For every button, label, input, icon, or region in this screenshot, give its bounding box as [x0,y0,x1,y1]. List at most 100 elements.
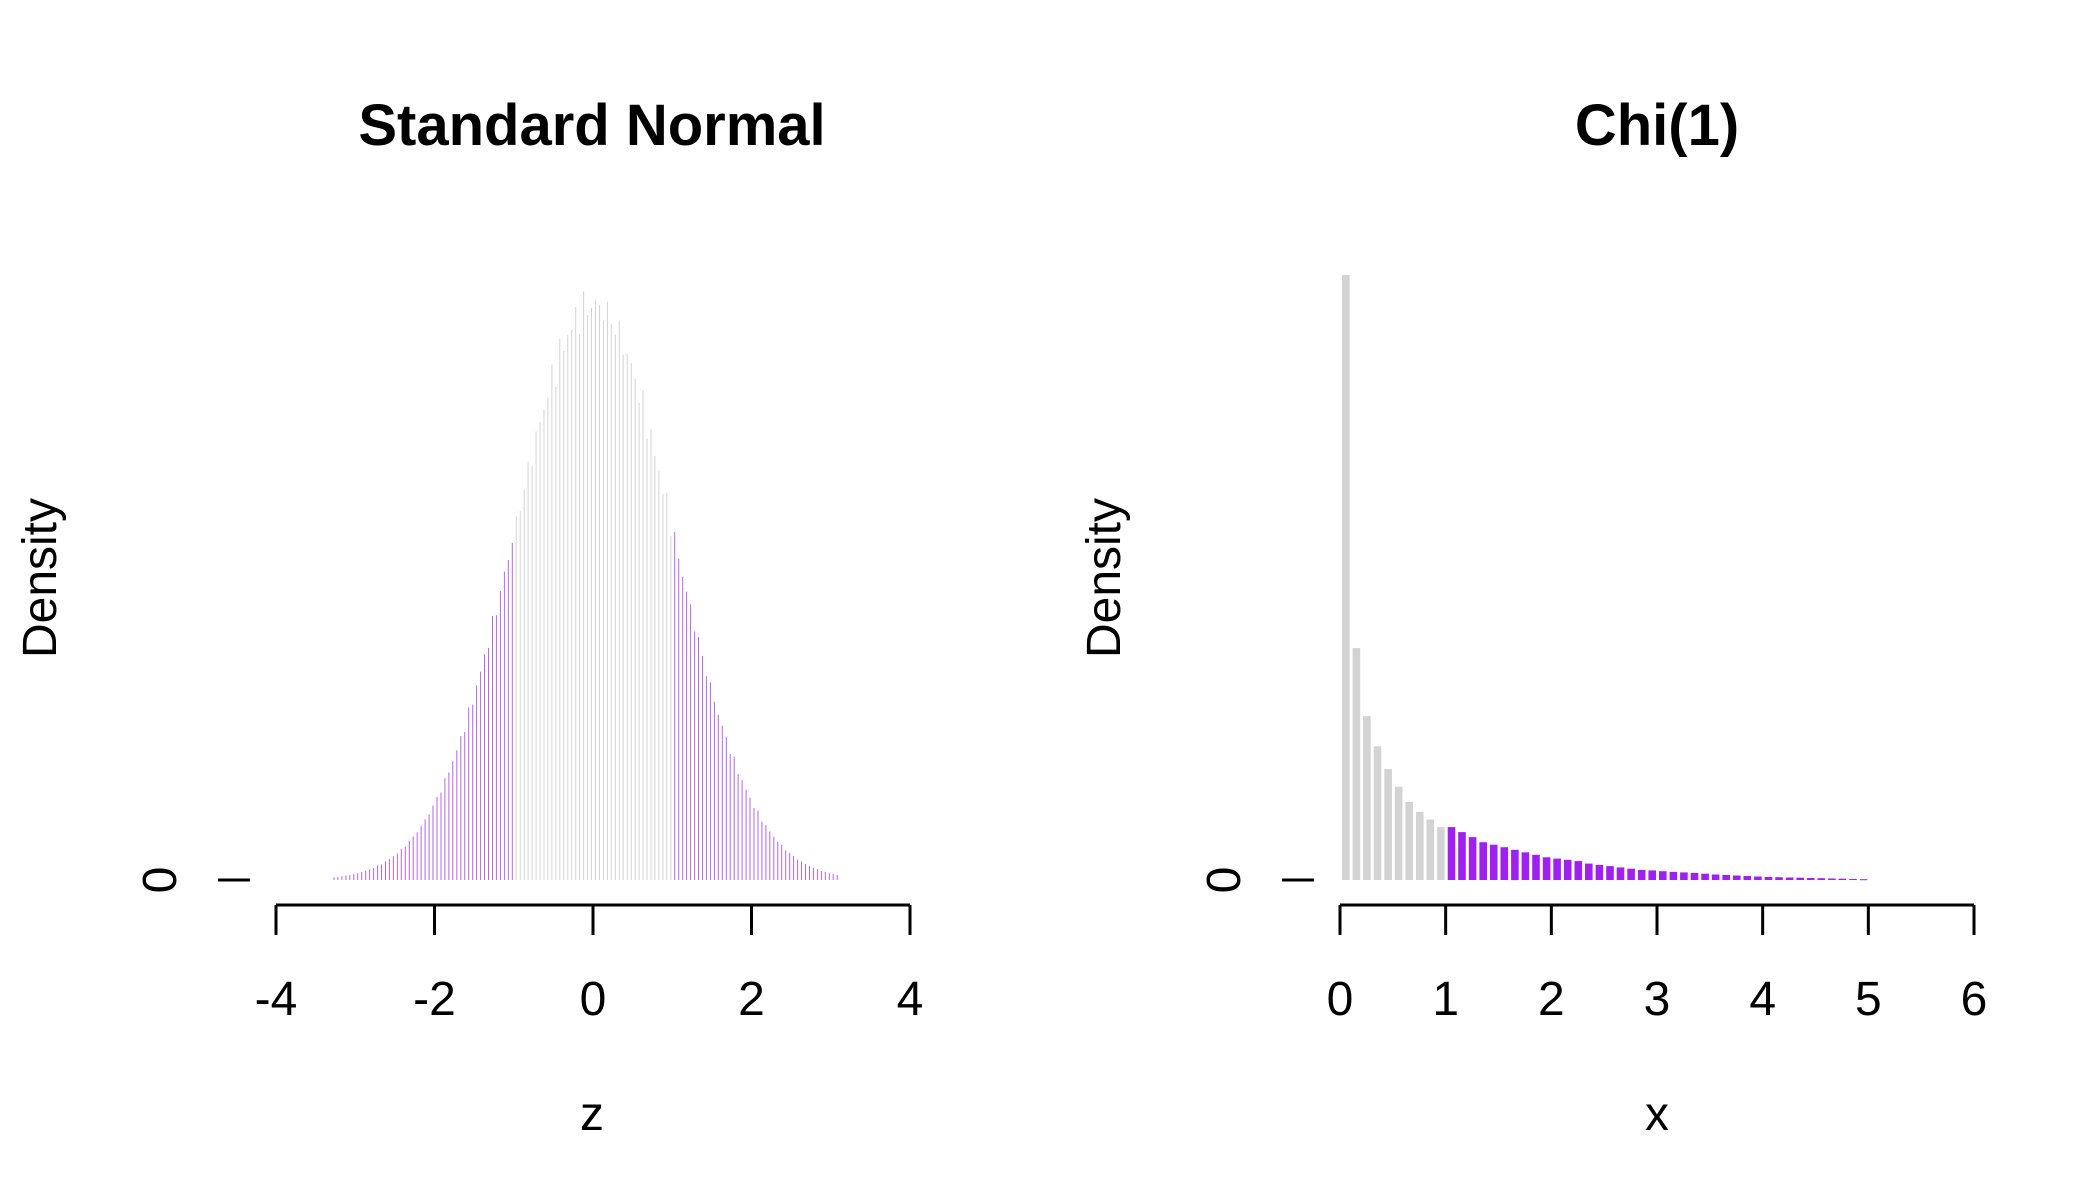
normal-bar [828,873,830,880]
chi-bar [1521,852,1530,880]
normal-bar [404,846,406,880]
chi-bar [1648,870,1656,880]
normal-bar [654,455,656,880]
normal-bar [626,353,628,880]
normal-x-tick-label: -2 [413,973,456,1026]
chi-x-tick-label: 1 [1432,973,1459,1026]
chi-bar [1426,819,1435,880]
normal-bar [793,856,795,880]
normal-bar [606,301,608,880]
chi-y-zero-label: 0 [1198,867,1251,894]
normal-bar [745,789,747,880]
normal-bar [638,402,640,880]
normal-bar [785,850,787,880]
chi-bar [1701,873,1709,880]
normal-bar [812,867,814,880]
normal-bar [547,397,549,880]
normal-bar [805,863,806,880]
normal-bar [357,873,359,880]
normal-bar [777,841,779,880]
normal-bar [440,792,442,880]
normal-bar [642,390,644,880]
normal-panel: Standard Normal Density z -4 -2 0 2 4 0 [14,93,923,1141]
chi-bar [1542,857,1551,880]
normal-bar [349,875,351,880]
normal-bar [741,780,743,880]
chi-x-tick-label: 5 [1855,973,1882,1026]
normal-bar [341,876,343,880]
chi-bar [1447,827,1456,880]
normal-bar [579,334,581,880]
normal-bar [618,320,620,880]
chi-bar [1616,867,1625,880]
chi-bar [1764,877,1773,880]
normal-x-tick-label: -4 [255,973,298,1026]
normal-bar [484,654,485,880]
normal-bar [749,797,751,880]
chi-bar [1363,716,1371,880]
normal-bars [333,291,838,881]
chi-bar [1637,869,1646,880]
chi-x-tick-label: 6 [1961,973,1988,1026]
normal-bar [709,682,711,880]
normal-bar [595,300,596,881]
chi-bar [1489,844,1498,880]
chi-title: Chi(1) [1575,93,1739,158]
chi-bar [1437,827,1445,880]
normal-bar [630,363,632,880]
normal-title: Standard Normal [358,93,825,158]
normal-bar [345,875,347,880]
normal-bar [420,825,422,880]
normal-bar [416,832,418,880]
chi-bar [1384,769,1392,880]
normal-bar [713,701,715,880]
normal-bar [428,814,430,880]
normal-bar [591,308,592,881]
normal-bar [816,869,818,880]
normal-bar [444,778,446,880]
normal-bar [555,386,557,880]
chi-x-ticks: 0 1 2 3 4 5 6 [1327,905,1988,1026]
chi-bar [1669,871,1678,880]
normal-bar [452,761,454,880]
normal-bar [599,304,600,880]
chi-x-tick-label: 4 [1749,973,1776,1026]
normal-bar [797,859,799,880]
normal-bar [769,831,771,880]
chi-bar [1595,864,1604,880]
normal-bar [717,714,719,880]
normal-bar [373,868,375,880]
chi-bar [1711,874,1720,880]
chi-bar [1532,854,1540,880]
chi-bars [1342,275,1868,881]
normal-bar [674,532,676,880]
normal-bar [761,821,763,880]
normal-bar [396,853,398,880]
normal-bar [614,334,616,881]
normal-bar [503,571,505,880]
chi-x-tick-label: 2 [1538,973,1565,1026]
chi-bar [1373,746,1382,880]
normal-bar [381,864,382,880]
normal-bar [468,707,470,880]
normal-bar [836,874,838,880]
normal-y-label: Density [14,498,67,658]
normal-bar [337,876,339,880]
normal-bar [678,558,680,880]
normal-bar [495,615,497,880]
normal-bar [535,431,537,880]
normal-bar [666,493,668,880]
normal-bar [809,866,810,880]
normal-bar [551,364,553,881]
normal-bar [539,422,541,880]
normal-bar [705,676,707,880]
normal-bar [650,429,652,880]
normal-bar [575,307,577,880]
normal-bar [721,725,723,880]
normal-bar [832,874,834,880]
normal-bar [353,873,355,880]
normal-bar [480,671,482,880]
chi-bar [1680,872,1688,880]
chi-bar [1468,837,1477,880]
